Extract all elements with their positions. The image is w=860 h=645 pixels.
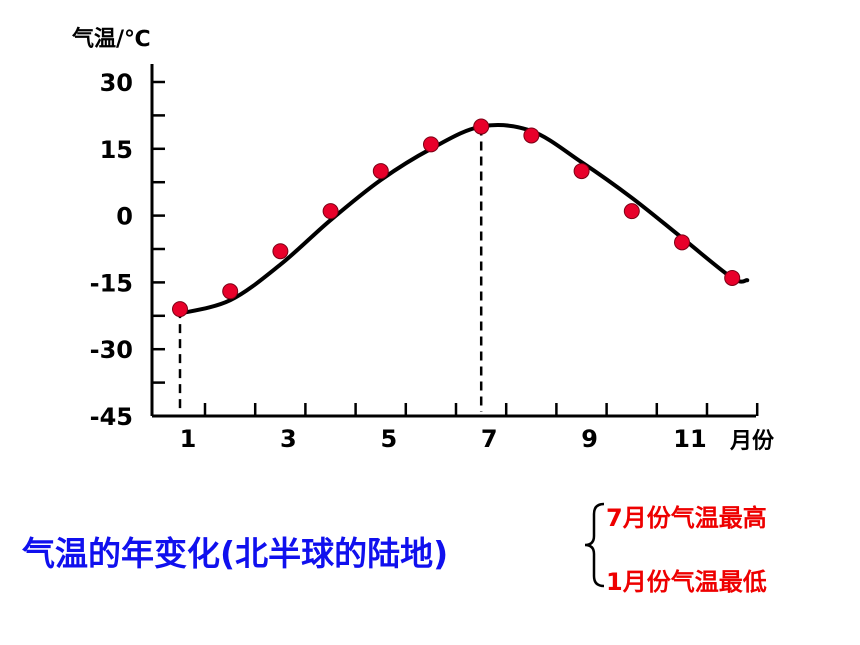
x-axis: 1 3 5 7 9 11 xyxy=(152,403,759,453)
data-point xyxy=(172,301,188,318)
data-point xyxy=(674,234,690,251)
x-tick-label: 5 xyxy=(380,425,397,453)
data-point xyxy=(322,203,339,220)
x-tick-label: 9 xyxy=(581,425,598,453)
data-point xyxy=(623,203,640,220)
y-axis-label: 气温/℃ xyxy=(71,26,151,52)
data-point xyxy=(423,136,439,153)
y-axis: 30 15 0 -15 -30 -45 xyxy=(90,64,165,431)
data-point xyxy=(573,163,590,180)
chart-caption: 气温的年变化(北半球的陆地) xyxy=(22,534,449,573)
data-point xyxy=(272,243,289,260)
data-point xyxy=(523,127,540,144)
x-axis-label: 月份 xyxy=(729,429,775,454)
y-tick-label: -45 xyxy=(90,403,133,431)
dashed-markers xyxy=(178,126,483,412)
x-tick-label: 11 xyxy=(673,425,706,453)
data-point xyxy=(372,163,389,180)
y-tick-label: 15 xyxy=(100,136,133,164)
x-tick-label: 7 xyxy=(481,425,498,453)
data-point xyxy=(724,269,741,286)
temperature-chart: 30 15 0 -15 -30 -45 1 3 5 7 9 11 气温/℃ 月份 xyxy=(71,26,775,454)
data-points xyxy=(172,118,741,318)
note-highest-temperature: 7月份气温最高 xyxy=(606,504,767,532)
temperature-curve xyxy=(178,123,750,316)
brace-icon xyxy=(584,502,605,588)
x-tick-label: 1 xyxy=(180,425,197,453)
y-tick-label: 30 xyxy=(100,69,133,97)
y-tick-label: -15 xyxy=(90,269,133,297)
note-lowest-temperature: 1月份气温最低 xyxy=(606,568,767,596)
x-tick-label: 3 xyxy=(280,425,297,453)
data-point xyxy=(222,283,239,300)
y-tick-label: 0 xyxy=(116,203,133,231)
data-point xyxy=(473,118,490,135)
y-tick-label: -30 xyxy=(90,336,133,364)
